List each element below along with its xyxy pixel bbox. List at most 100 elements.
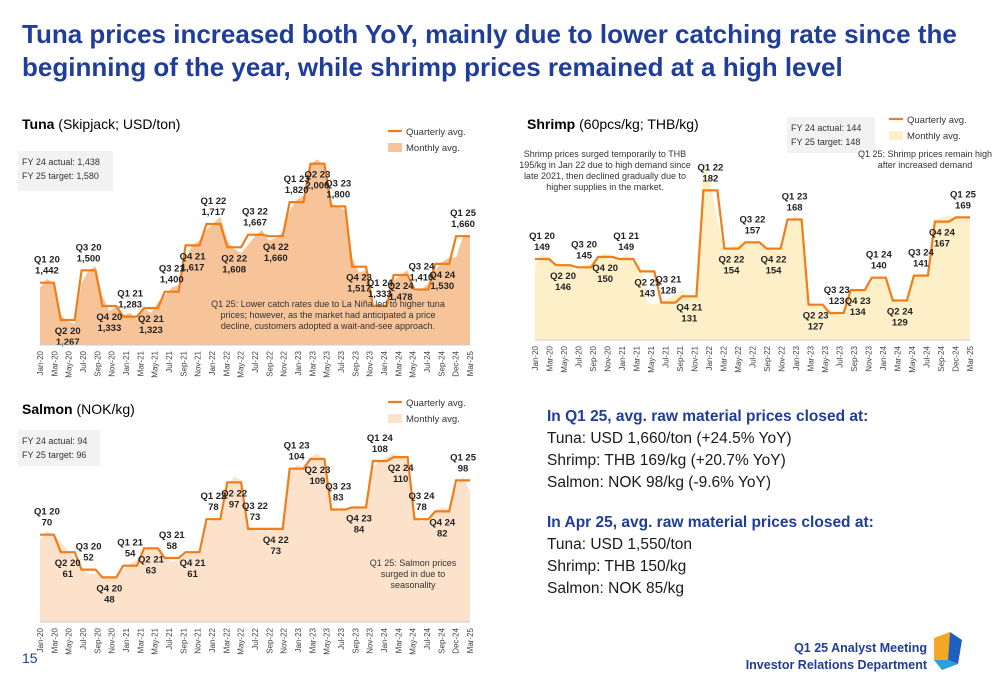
salmon-x-tick-label: Dec-24	[452, 627, 461, 653]
salmon-quarter-label: Q2 20	[55, 558, 81, 569]
tuna-quarter-label: Q1 25	[450, 208, 477, 219]
page-number: 15	[22, 650, 38, 666]
salmon-x-tick-label: Mar-24	[394, 627, 403, 653]
shrimp-value-label: 131	[681, 313, 698, 324]
salmon-x-tick-label: Jul-23	[337, 627, 346, 649]
salmon-value-label: 61	[62, 569, 73, 580]
tuna-value-label: 1,478	[389, 292, 413, 303]
thai-union-logo	[934, 632, 962, 670]
salmon-x-tick-label: Jan-20	[36, 627, 45, 652]
tuna-x-tick-label: Dec-24	[452, 350, 461, 376]
salmon-x-tick-label: May-20	[65, 627, 74, 654]
shrimp-quarter-label: Q3 21	[655, 275, 682, 286]
tuna-value-label: 1,333	[97, 323, 121, 334]
page-title: Tuna prices increased both YoY, mainly d…	[22, 19, 957, 82]
shrimp-x-tick-label: Jan-20	[531, 345, 540, 370]
tuna-x-tick-label: Sep-22	[265, 350, 274, 376]
shrimp-x-tick-label: May-22	[734, 345, 743, 372]
tuna-value-label: 1,530	[430, 281, 454, 292]
tuna-x-tick-label: Jan-22	[208, 350, 217, 375]
salmon-x-tick-label: Jan-24	[380, 627, 389, 652]
tuna-x-tick-label: Jul-22	[251, 350, 260, 372]
tuna-x-tick-label: Nov-21	[194, 350, 203, 376]
shrimp-x-tick-label: Sep-24	[937, 345, 946, 371]
shrimp-quarter-label: Q2 23	[803, 311, 829, 322]
salmon-value-label: 73	[271, 546, 282, 557]
shrimp-x-tick-label: Mar-21	[633, 345, 642, 371]
shrimp-quarter-label: Q4 20	[592, 263, 618, 274]
salmon-legend-monthly: Monthly avg.	[406, 414, 460, 425]
shrimp-x-tick-label: May-21	[647, 345, 656, 372]
tuna-annotation-0: Q1 25: Lower catch rates due to La Niña …	[211, 299, 445, 331]
shrimp-x-tick-label: Mar-25	[966, 345, 975, 371]
salmon-fy24-actual: FY 24 actual: 94	[22, 436, 87, 446]
tuna-x-tick-label: Jul-20	[79, 350, 88, 372]
salmon-value-label: 98	[458, 463, 469, 474]
shrimp-quarter-label: Q1 24	[866, 250, 893, 261]
tuna-x-tick-label: Sep-24	[437, 350, 446, 376]
salmon-x-tick-label: Nov-23	[366, 627, 375, 653]
salmon-quarter-label: Q1 21	[117, 538, 144, 549]
apr-summary-shrimp: Shrimp: THB 150/kg	[547, 558, 687, 575]
tuna-x-tick-label: May-24	[409, 350, 418, 377]
salmon-chart-heading: Salmon (NOK/kg)	[22, 401, 135, 417]
q1-summary-tuna: Tuna: USD 1,660/ton (+24.5% YoY)	[547, 430, 792, 447]
shrimp-x-tick-label: Jan-22	[705, 345, 714, 370]
tuna-x-tick-label: May-20	[65, 350, 74, 377]
tuna-quarter-label: Q3 20	[76, 242, 102, 253]
shrimp-value-label: 154	[766, 266, 783, 277]
salmon-x-tick-label: Sep-20	[93, 627, 102, 653]
shrimp-quarter-label: Q2 21	[634, 277, 661, 288]
salmon-fy25-target: FY 25 target: 96	[22, 450, 86, 460]
salmon-x-tick-label: Jan-23	[294, 627, 303, 652]
q1-summary-title: In Q1 25, avg. raw material prices close…	[547, 408, 869, 425]
shrimp-value-label: 141	[913, 259, 930, 270]
shrimp-quarter-label: Q1 25	[950, 189, 977, 200]
salmon-x-tick-label: Jul-20	[79, 627, 88, 649]
salmon-quarter-label: Q2 23	[304, 465, 330, 476]
footer-department: Investor Relations Department	[745, 658, 927, 672]
tuna-x-tick-label: Sep-20	[93, 350, 102, 376]
tuna-value-label: 1,333	[368, 289, 392, 300]
shrimp-quarterly-line	[535, 189, 970, 315]
shrimp-x-tick-label: Mar-22	[720, 345, 729, 371]
tuna-value-label: 1,667	[243, 218, 267, 229]
shrimp-fy24-actual: FY 24 actual: 144	[791, 123, 861, 133]
tuna-value-label: 2,000	[306, 181, 330, 192]
salmon-quarter-label: Q1 25	[450, 452, 477, 463]
tuna-value-label: 1,800	[326, 189, 350, 200]
tuna-x-tick-label: May-21	[151, 350, 160, 377]
salmon-quarter-label: Q2 22	[221, 488, 247, 499]
tuna-quarter-label: Q3 21	[159, 264, 186, 275]
shrimp-x-tick-label: Nov-21	[691, 345, 700, 371]
shrimp-value-label: 123	[829, 296, 845, 307]
shrimp-value-label: 182	[702, 173, 718, 184]
apr-summary-tuna: Tuna: USD 1,550/ton	[547, 536, 693, 553]
tuna-x-tick-label: Mar-22	[222, 350, 231, 376]
shrimp-quarter-label: Q4 24	[929, 228, 956, 239]
tuna-legend-monthly-swatch	[388, 143, 402, 152]
tuna-value-label: 1,323	[139, 325, 163, 336]
tuna-quarter-label: Q4 21	[180, 251, 207, 262]
shrimp-x-tick-label: Sep-22	[763, 345, 772, 371]
shrimp-chart-title: Shrimp	[527, 116, 575, 132]
salmon-value-label: 104	[289, 452, 306, 463]
tuna-x-tick-label: May-22	[237, 350, 246, 377]
tuna-x-tick-label: Mar-25	[466, 350, 475, 376]
salmon-value-label: 97	[229, 499, 240, 510]
shrimp-quarter-label: Q3 20	[571, 239, 597, 250]
salmon-x-tick-label: Jan-21	[122, 627, 131, 652]
tuna-x-tick-label: Jan-23	[294, 350, 303, 375]
tuna-x-tick-label: Jan-24	[380, 350, 389, 375]
salmon-value-label: 82	[437, 528, 448, 539]
salmon-x-tick-label: May-21	[151, 627, 160, 654]
salmon-value-label: 70	[42, 518, 53, 529]
tuna-quarter-label: Q2 21	[138, 314, 165, 325]
salmon-value-label: 61	[187, 569, 198, 580]
salmon-x-tick-label: May-23	[323, 627, 332, 654]
tuna-x-tick-label: Mar-23	[308, 350, 317, 376]
shrimp-chart-subtitle: (60pcs/kg; THB/kg)	[575, 116, 698, 132]
shrimp-quarter-label: Q3 24	[908, 248, 935, 259]
